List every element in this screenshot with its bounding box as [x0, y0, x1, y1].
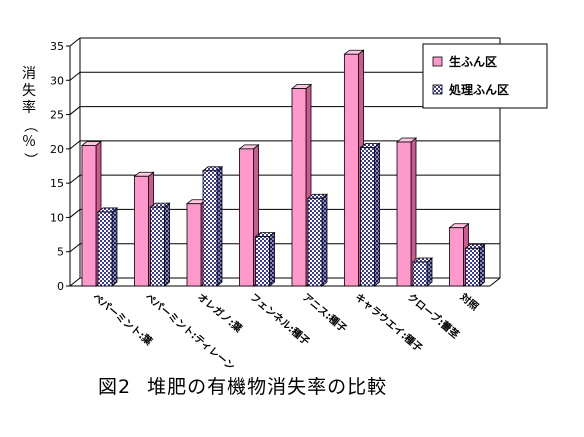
legend-entry: 生ふん区 [449, 54, 497, 69]
y-tick-label: 15 [50, 177, 64, 190]
bar-front [255, 236, 270, 287]
gridline-side [69, 71, 81, 81]
bar-side [479, 243, 485, 287]
bar-front [307, 197, 323, 287]
bar-treated-manure [201, 165, 224, 287]
bar-front [412, 261, 428, 287]
y-tick-label: 0 [57, 280, 64, 293]
legend-swatch-treated [432, 84, 443, 95]
gridline-side [69, 209, 81, 218]
gridline-side [69, 106, 81, 115]
bar-treated-manure [464, 243, 486, 287]
y-tick-label: 5 [57, 246, 64, 259]
category-label: ペパーミント:ティレーン [143, 291, 237, 373]
bar-side [374, 142, 380, 287]
figure-caption-text: 堆肥の有機物消失率の比較 [147, 376, 388, 398]
bar-side [216, 165, 223, 287]
gridline-side [69, 37, 81, 47]
bar-treated-manure [359, 142, 381, 287]
bar-front [396, 141, 412, 287]
gridline-side [69, 174, 81, 184]
gridline-side [69, 243, 81, 253]
bar-side [321, 193, 328, 287]
legend-swatch-raw [432, 56, 443, 67]
bar-raw-manure [290, 83, 313, 287]
bar-side [111, 207, 118, 287]
bar-front [134, 175, 149, 287]
legend-entry: 処理ふん区 [448, 82, 509, 97]
bar-front [97, 211, 113, 287]
bar-treated-manure [96, 207, 119, 287]
bar-front [360, 147, 375, 287]
bar-front [465, 247, 480, 287]
bar-side [164, 202, 170, 287]
category-label: アニス:種子 [300, 290, 350, 335]
y-tick-label: 20 [50, 143, 64, 156]
y-tick-label: 30 [50, 74, 64, 87]
y-tick-label: 25 [50, 109, 64, 122]
legend-box [422, 43, 548, 109]
floor-edge [489, 277, 501, 287]
bar-side [269, 231, 275, 287]
bar-treated-manure [306, 193, 329, 287]
bar-treated-manure [411, 257, 434, 287]
bar-raw-manure [395, 137, 418, 287]
bar-treated-manure [149, 202, 171, 287]
bars [80, 49, 486, 287]
y-tick-labels: 0 5 10 15 20 25 30 35 [50, 40, 64, 293]
bar-front [239, 148, 254, 287]
gridline-side [69, 140, 81, 150]
bar-raw-manure [343, 49, 365, 287]
bar-front [81, 145, 97, 287]
bar-front [150, 206, 165, 287]
bar-front [186, 203, 202, 287]
bar-front [291, 88, 307, 287]
y-tick-label: 10 [50, 211, 64, 224]
bar-front [449, 227, 464, 287]
y-axis-label: 消失率（％） [18, 66, 40, 168]
bar-treated-manure [254, 231, 276, 287]
bar-side [426, 257, 433, 287]
plot-back-wall [70, 38, 500, 286]
category-label: クローブ:蕾茎 [405, 290, 462, 341]
y-axis-label-text: 消失率（％） [21, 66, 38, 167]
y-tick-label: 35 [50, 40, 64, 53]
bar-front [202, 170, 218, 287]
gridline-side [69, 277, 81, 287]
bar-front [344, 53, 359, 287]
figure-number: 図2 [98, 376, 132, 398]
category-label: オレガノ:葉 [195, 290, 245, 335]
category-label: 対照 [457, 290, 481, 313]
figure-caption: 図2 堆肥の有機物消失率の比較 [94, 372, 387, 399]
